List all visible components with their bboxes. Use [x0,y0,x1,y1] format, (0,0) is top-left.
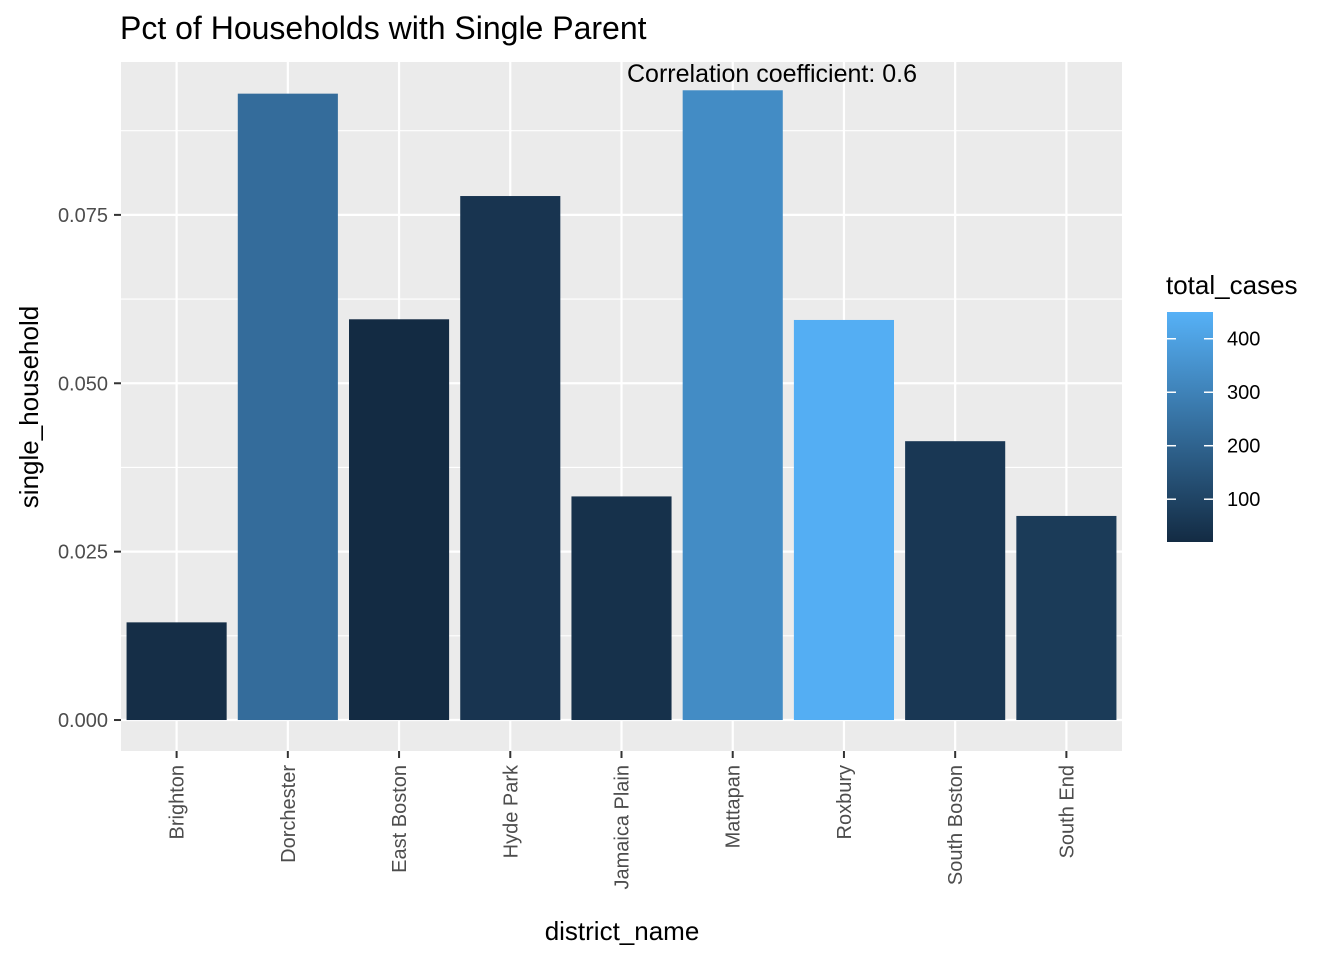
y-tick-label: 0.025 [58,542,108,564]
y-tick-label: 0.075 [58,205,108,227]
bar-south-boston [905,441,1006,721]
y-axis-label: single_household [14,306,44,508]
legend-tick-label: 200 [1227,436,1260,458]
bar-mattapan [682,90,783,721]
x-tick-label: Hyde Park [500,764,522,858]
bar-east-boston [349,319,450,721]
x-tick-label: South Boston [945,765,967,885]
bar-brighton [126,622,227,721]
legend-tick-label: 100 [1227,489,1260,511]
bar-hyde-park [460,196,561,721]
bar-roxbury [793,319,894,721]
legend-tick-label: 300 [1227,382,1260,404]
x-tick-label: Jamaica Plain [612,765,634,890]
x-tick-label: Mattapan [723,765,745,848]
y-tick-label: 0.050 [58,373,108,395]
x-axis-label: district_name [545,916,700,946]
x-tick-label: Roxbury [834,765,856,839]
x-tick-label: East Boston [389,765,411,873]
y-tick-label: 0.000 [58,710,108,732]
bar-dorchester [237,93,338,721]
x-tick-label: South End [1056,765,1078,858]
legend-title: total_cases [1166,270,1298,300]
legend-colorbar [1167,312,1213,542]
correlation-annotation: Correlation coefficient: 0.6 [627,60,917,88]
bar-jamaica-plain [571,496,672,721]
legend-tick-label: 400 [1227,329,1260,351]
x-tick-label: Dorchester [278,765,300,863]
x-tick-label: Brighton [167,765,189,840]
chart-title: Pct of Households with Single Parent [120,10,647,46]
bar-south-end [1016,515,1117,721]
